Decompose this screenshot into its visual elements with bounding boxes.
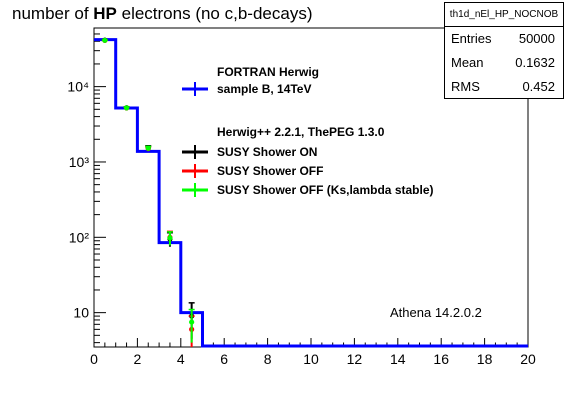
x-tick-label: 12 [347, 351, 363, 367]
data-point [189, 319, 195, 325]
y-tick-label: 10 [73, 305, 89, 321]
axes: 0 2 4 6 8 10 12 14 16 18 20 10 10² 10³ 10⁴ [67, 27, 536, 367]
y-tick-label: 10³ [69, 154, 90, 170]
stats-row-entries: Entries 50000 [445, 27, 563, 51]
chart-title: number of HP electrons (no c,b-decays) [12, 4, 312, 24]
stats-value: 0.452 [522, 79, 555, 94]
x-tick-label: 16 [433, 351, 449, 367]
stats-row-rms: RMS 0.452 [445, 75, 563, 99]
chart-title-bold: HP [93, 4, 117, 23]
data-point [145, 145, 151, 151]
x-tick-label: 20 [520, 351, 536, 367]
stats-value: 50000 [518, 31, 555, 46]
stats-label: Mean [451, 55, 484, 70]
legend-header-herwigpp: Herwig++ 2.2.1, ThePEG 1.3.0 [217, 125, 385, 139]
x-tick-label: 4 [177, 351, 185, 367]
stats-row-mean: Mean 0.1632 [445, 51, 563, 75]
legend-entry-label: SUSY Shower OFF [217, 164, 323, 178]
x-tick-label: 0 [90, 351, 98, 367]
x-tick-label: 6 [220, 351, 228, 367]
legend-entry-label: SUSY Shower OFF (Ks,lambda stable) [217, 183, 434, 197]
stats-label: RMS [451, 79, 480, 94]
legend-header-fortran: FORTRAN Herwig [217, 65, 319, 79]
stats-histogram-name: th1d_nEl_HP_NOCNOB [445, 3, 563, 27]
data-series [94, 37, 528, 348]
x-tick-label: 14 [390, 351, 406, 367]
x-tick-label: 8 [264, 351, 272, 367]
series-histogram-line [94, 38, 528, 348]
legend-entry-label: sample B, 14TeV [217, 82, 312, 96]
data-point [167, 235, 173, 241]
legend: FORTRAN Herwig Herwig++ 2.2.1, ThePEG 1.3… [182, 65, 434, 197]
stats-value: 0.1632 [515, 55, 555, 70]
x-tick-label: 18 [477, 351, 493, 367]
stats-box: th1d_nEl_HP_NOCNOB Entries 50000 Mean 0.… [444, 2, 564, 99]
stats-label: Entries [451, 31, 492, 46]
y-tick-label: 10² [69, 229, 90, 245]
x-tick-label: 2 [134, 351, 142, 367]
data-point [102, 37, 108, 43]
x-tick-label: 10 [303, 351, 319, 367]
legend-entry-label: SUSY Shower ON [217, 145, 317, 159]
data-point [123, 105, 130, 111]
y-tick-label: 10⁴ [67, 79, 89, 95]
chart-title-suffix: electrons (no c,b-decays) [116, 4, 313, 23]
chart-title-prefix: number of [12, 4, 94, 23]
athena-annotation: Athena 14.2.0.2 [390, 305, 482, 320]
